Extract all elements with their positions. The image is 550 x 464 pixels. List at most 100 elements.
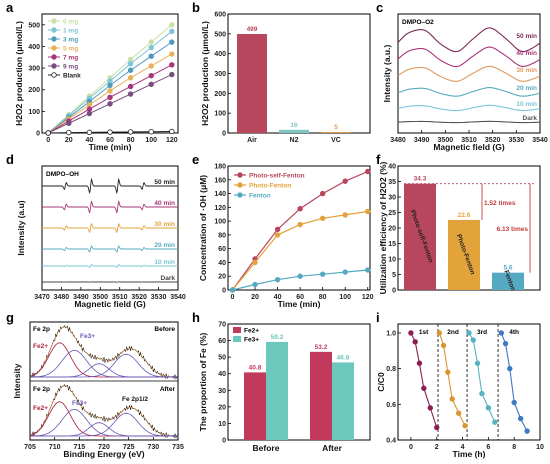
bar <box>404 183 436 290</box>
bar-data-label: 46.8 <box>337 354 350 361</box>
y-tick-label: 5 <box>392 272 396 279</box>
legend-entry: 1 mg <box>63 28 78 35</box>
data-point <box>169 71 175 78</box>
data-point <box>127 83 134 90</box>
y-tick-label: 10 <box>388 257 396 264</box>
x-tick-label: 6 <box>486 444 490 451</box>
data-point <box>342 212 348 218</box>
legend-swatch <box>233 336 241 342</box>
panel-letter: f <box>376 152 381 167</box>
legend-marker <box>237 192 243 198</box>
data-point <box>449 396 455 402</box>
y-tick-label: 0.4 <box>386 438 396 445</box>
legend-marker <box>51 27 57 33</box>
legend-swatch <box>233 327 241 333</box>
x-tick-label: 710 <box>49 444 61 451</box>
data-point <box>297 206 303 212</box>
data-point <box>86 129 93 136</box>
y-tick-label: 300 <box>214 71 226 78</box>
legend-entry: Blank <box>63 73 81 80</box>
data-point <box>466 330 472 336</box>
y-tick-label: 400 <box>28 44 40 51</box>
x-tick-label: 715 <box>73 444 85 451</box>
x-tick-label: 3530 <box>151 294 167 301</box>
y-tick-label: 0.8 <box>386 366 396 373</box>
x-tick-label: 3520 <box>131 294 147 301</box>
y-tick-label: 0 <box>36 131 40 138</box>
spectrum-label: 30 min <box>154 221 175 228</box>
y-tick-label: 100 <box>28 109 40 116</box>
x-tick-label: 3530 <box>509 137 525 144</box>
legend-entry: 7 mg <box>63 55 78 62</box>
x-tick-label: 60 <box>296 294 304 301</box>
data-point <box>127 129 134 135</box>
x-axis-label: Time (min) <box>278 299 321 309</box>
y-axis-label: Intensity <box>12 363 22 398</box>
bar <box>279 129 309 133</box>
y-tick-label: 20 <box>388 226 396 233</box>
x-tick-label: 0 <box>46 137 50 144</box>
x-tick-label: 735 <box>172 444 184 451</box>
peak-label: Fe3+ <box>72 400 87 407</box>
data-point <box>107 129 113 135</box>
x-tick-label: 2 <box>435 444 439 451</box>
data-point <box>127 91 134 97</box>
x-tick-label: 8 <box>512 444 516 451</box>
cycle-label: 3rd <box>477 329 487 336</box>
after-spectrum-component <box>30 422 178 437</box>
data-point <box>319 190 326 197</box>
data-point <box>365 208 371 215</box>
y-axis-label: H2O2 production (μmol/L) <box>200 21 210 126</box>
data-point <box>408 330 414 336</box>
y-tick-label: 40 <box>388 164 396 171</box>
x-tick-label: 40 <box>274 294 282 301</box>
y-tick-label: 0 <box>392 288 396 295</box>
panel-letter: b <box>192 0 200 15</box>
x-tick-label: 80 <box>127 137 135 144</box>
x-tick-label: 3500 <box>438 137 454 144</box>
epr-spectrum <box>398 120 540 124</box>
data-point <box>252 281 258 288</box>
ratio-annotation: 1.52 times <box>484 200 516 207</box>
bar-data-label: 16 <box>290 122 298 129</box>
x-axis-label: Magnetic field (G) <box>74 299 145 309</box>
x-category-label: N2 <box>290 137 299 144</box>
spectrum-label: 10 min <box>516 101 537 108</box>
y-tick-label: 80 <box>218 232 226 239</box>
y-tick-label: 600 <box>214 12 226 19</box>
epr-spectrum <box>42 222 178 234</box>
bar <box>321 132 351 133</box>
x-tick-label: 40 <box>85 137 93 144</box>
panel-letter: i <box>376 310 380 325</box>
legend-entry: 3 mg <box>63 37 78 44</box>
x-tick-label: 4 <box>461 444 465 451</box>
y-tick-label: 200 <box>28 87 40 94</box>
x-tick-label: 3480 <box>390 137 406 144</box>
data-point <box>502 340 509 347</box>
y-tick-label: 0.6 <box>386 402 396 409</box>
data-point <box>127 56 134 63</box>
panel-letter: d <box>6 152 14 167</box>
x-tick-label: 3490 <box>414 137 430 144</box>
panel-letter: g <box>6 310 14 325</box>
cycle-line <box>500 332 528 432</box>
data-point <box>342 178 348 184</box>
y-axis-label: Utilization efficiency of H2O2 (%) <box>378 161 388 294</box>
panel-letter: c <box>376 0 383 15</box>
y-tick-label: 100 <box>214 219 226 226</box>
legend-entry: 9 mg <box>63 64 78 71</box>
x-tick-label: 80 <box>319 294 327 301</box>
y-tick-label: 120 <box>214 205 226 212</box>
data-point <box>148 44 154 51</box>
epr-spectrum <box>397 27 541 53</box>
legend-marker <box>51 54 57 60</box>
data-point <box>319 271 326 277</box>
before-spectrum-raw <box>29 325 179 380</box>
x-tick-label: 20 <box>65 137 73 144</box>
bar-data-label: 5.6 <box>503 265 512 272</box>
x-tick-label: 3520 <box>485 137 501 144</box>
legend-marker <box>237 172 243 178</box>
x-tick-label: 100 <box>145 137 157 144</box>
panel-i-frame <box>397 323 541 441</box>
spectrum-label: Dark <box>523 115 538 122</box>
